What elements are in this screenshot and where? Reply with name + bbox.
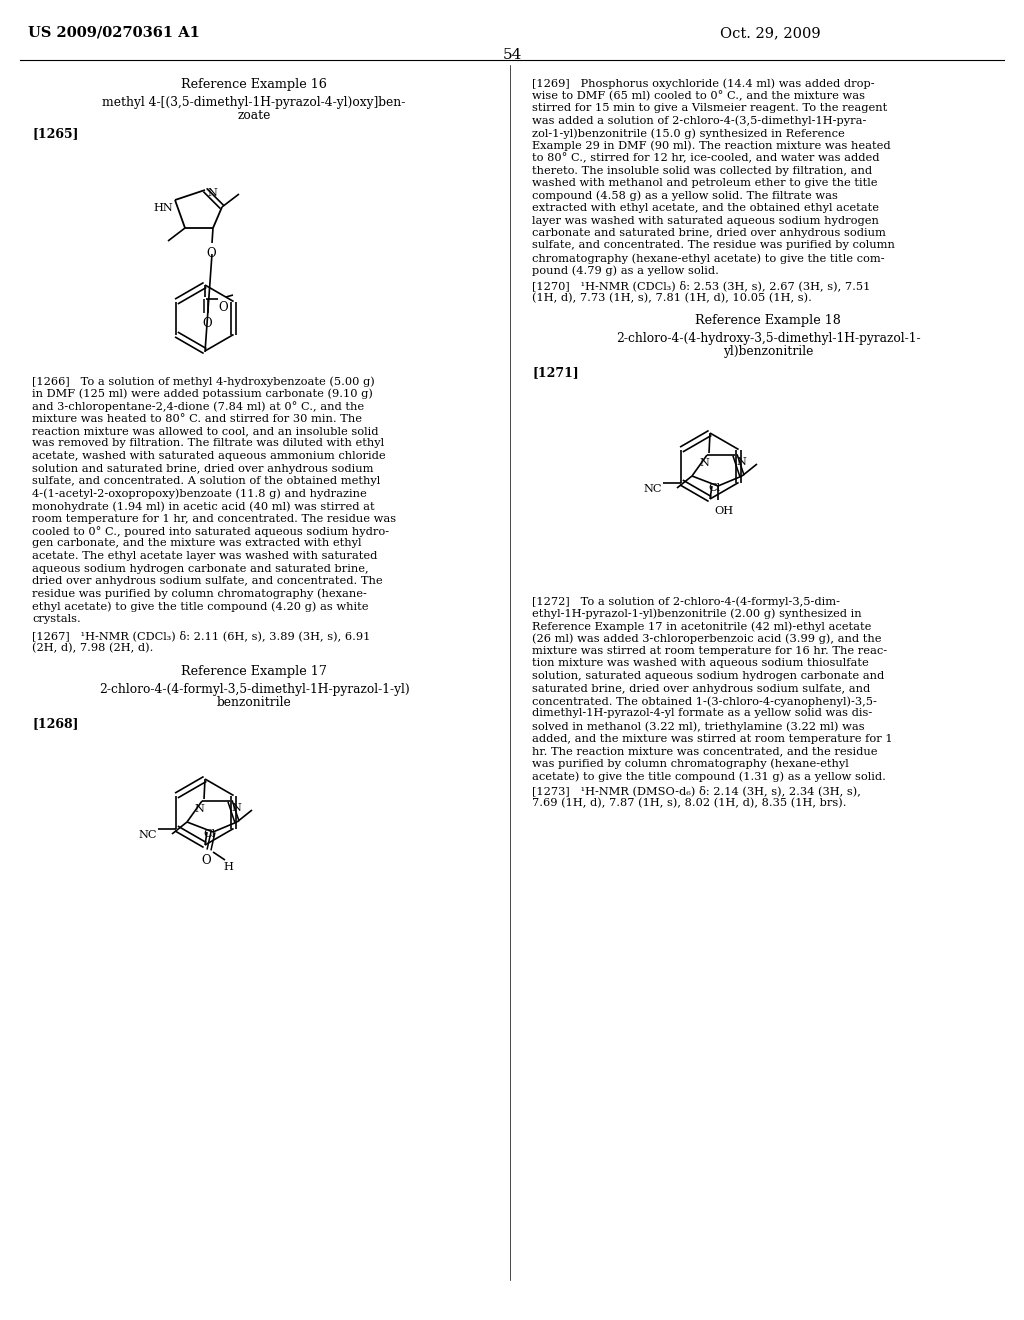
Text: (1H, d), 7.73 (1H, s), 7.81 (1H, d), 10.05 (1H, s).: (1H, d), 7.73 (1H, s), 7.81 (1H, d), 10.… (532, 293, 812, 302)
Text: was removed by filtration. The filtrate was diluted with ethyl: was removed by filtration. The filtrate … (32, 438, 384, 449)
Text: acetate. The ethyl acetate layer was washed with saturated: acetate. The ethyl acetate layer was was… (32, 550, 378, 561)
Text: compound (4.58 g) as a yellow solid. The filtrate was: compound (4.58 g) as a yellow solid. The… (532, 190, 838, 201)
Text: mixture was stirred at room temperature for 16 hr. The reac-: mixture was stirred at room temperature … (532, 645, 887, 656)
Text: [1273]   ¹H-NMR (DMSO-d₆) δ: 2.14 (3H, s), 2.34 (3H, s),: [1273] ¹H-NMR (DMSO-d₆) δ: 2.14 (3H, s),… (532, 785, 861, 796)
Text: ethyl-1H-pyrazol-1-yl)benzonitrile (2.00 g) synthesized in: ethyl-1H-pyrazol-1-yl)benzonitrile (2.00… (532, 609, 861, 619)
Text: reaction mixture was allowed to cool, and an insoluble solid: reaction mixture was allowed to cool, an… (32, 426, 379, 436)
Text: added, and the mixture was stirred at room temperature for 1: added, and the mixture was stirred at ro… (532, 734, 893, 743)
Text: N: N (699, 458, 709, 469)
Text: Oct. 29, 2009: Oct. 29, 2009 (720, 26, 820, 40)
Text: dried over anhydrous sodium sulfate, and concentrated. The: dried over anhydrous sodium sulfate, and… (32, 576, 383, 586)
Text: [1266]   To a solution of methyl 4-hydroxybenzoate (5.00 g): [1266] To a solution of methyl 4-hydroxy… (32, 376, 375, 387)
Text: crystals.: crystals. (32, 614, 81, 623)
Text: [1268]: [1268] (32, 717, 79, 730)
Text: in DMF (125 ml) were added potassium carbonate (9.10 g): in DMF (125 ml) were added potassium car… (32, 388, 373, 399)
Text: [1267]   ¹H-NMR (CDCl₃) δ: 2.11 (6H, s), 3.89 (3H, s), 6.91: [1267] ¹H-NMR (CDCl₃) δ: 2.11 (6H, s), 3… (32, 630, 371, 640)
Text: US 2009/0270361 A1: US 2009/0270361 A1 (28, 26, 200, 40)
Text: stirred for 15 min to give a Vilsmeier reagent. To the reagent: stirred for 15 min to give a Vilsmeier r… (532, 103, 887, 114)
Text: [1269]   Phosphorus oxychloride (14.4 ml) was added drop-: [1269] Phosphorus oxychloride (14.4 ml) … (532, 78, 874, 88)
Text: N: N (736, 457, 745, 467)
Text: washed with methanol and petroleum ether to give the title: washed with methanol and petroleum ether… (532, 178, 878, 187)
Text: wise to DMF (65 ml) cooled to 0° C., and the mixture was: wise to DMF (65 ml) cooled to 0° C., and… (532, 91, 865, 102)
Text: N: N (231, 803, 241, 813)
Text: [1270]   ¹H-NMR (CDCl₃) δ: 2.53 (3H, s), 2.67 (3H, s), 7.51: [1270] ¹H-NMR (CDCl₃) δ: 2.53 (3H, s), 2… (532, 280, 870, 290)
Text: O: O (206, 247, 216, 260)
Text: [1265]: [1265] (32, 127, 79, 140)
Text: aqueous sodium hydrogen carbonate and saturated brine,: aqueous sodium hydrogen carbonate and sa… (32, 564, 369, 573)
Text: (2H, d), 7.98 (2H, d).: (2H, d), 7.98 (2H, d). (32, 643, 154, 653)
Text: benzonitrile: benzonitrile (217, 696, 292, 709)
Text: Reference Example 17: Reference Example 17 (181, 665, 327, 678)
Text: concentrated. The obtained 1-(3-chloro-4-cyanophenyl)-3,5-: concentrated. The obtained 1-(3-chloro-4… (532, 696, 877, 706)
Text: sulfate, and concentrated. A solution of the obtained methyl: sulfate, and concentrated. A solution of… (32, 477, 380, 486)
Text: zol-1-yl)benzonitrile (15.0 g) synthesized in Reference: zol-1-yl)benzonitrile (15.0 g) synthesiz… (532, 128, 845, 139)
Text: 7.69 (1H, d), 7.87 (1H, s), 8.02 (1H, d), 8.35 (1H, brs).: 7.69 (1H, d), 7.87 (1H, s), 8.02 (1H, d)… (532, 799, 847, 808)
Text: 54: 54 (503, 48, 521, 62)
Text: 2-chloro-4-(4-hydroxy-3,5-dimethyl-1H-pyrazol-1-: 2-chloro-4-(4-hydroxy-3,5-dimethyl-1H-py… (615, 333, 921, 345)
Text: Reference Example 17 in acetonitrile (42 ml)-ethyl acetate: Reference Example 17 in acetonitrile (42… (532, 620, 871, 631)
Text: methyl 4-[(3,5-dimethyl-1H-pyrazol-4-yl)oxy]ben-: methyl 4-[(3,5-dimethyl-1H-pyrazol-4-yl)… (102, 96, 406, 110)
Text: hr. The reaction mixture was concentrated, and the residue: hr. The reaction mixture was concentrate… (532, 746, 878, 756)
Text: [1271]: [1271] (532, 366, 579, 379)
Text: [1272]   To a solution of 2-chloro-4-(4-formyl-3,5-dim-: [1272] To a solution of 2-chloro-4-(4-fo… (532, 597, 840, 607)
Text: O: O (201, 854, 211, 867)
Text: zoate: zoate (238, 110, 270, 121)
Text: was added a solution of 2-chloro-4-(3,5-dimethyl-1H-pyra-: was added a solution of 2-chloro-4-(3,5-… (532, 116, 866, 127)
Text: 2-chloro-4-(4-formyl-3,5-dimethyl-1H-pyrazol-1-yl): 2-chloro-4-(4-formyl-3,5-dimethyl-1H-pyr… (98, 682, 410, 696)
Text: gen carbonate, and the mixture was extracted with ethyl: gen carbonate, and the mixture was extra… (32, 539, 361, 549)
Text: N: N (194, 804, 204, 814)
Text: layer was washed with saturated aqueous sodium hydrogen: layer was washed with saturated aqueous … (532, 215, 879, 226)
Text: monohydrate (1.94 ml) in acetic acid (40 ml) was stirred at: monohydrate (1.94 ml) in acetic acid (40… (32, 502, 375, 512)
Text: NC: NC (138, 830, 157, 841)
Text: residue was purified by column chromatography (hexane-: residue was purified by column chromatog… (32, 589, 367, 599)
Text: HN: HN (153, 203, 173, 213)
Text: Example 29 in DMF (90 ml). The reaction mixture was heated: Example 29 in DMF (90 ml). The reaction … (532, 140, 891, 150)
Text: was purified by column chromatography (hexane-ethyl: was purified by column chromatography (h… (532, 759, 849, 770)
Text: (26 ml) was added 3-chloroperbenzoic acid (3.99 g), and the: (26 ml) was added 3-chloroperbenzoic aci… (532, 634, 882, 644)
Text: solved in methanol (3.22 ml), triethylamine (3.22 ml) was: solved in methanol (3.22 ml), triethylam… (532, 721, 864, 731)
Text: yl)benzonitrile: yl)benzonitrile (723, 345, 813, 358)
Text: tion mixture was washed with aqueous sodium thiosulfate: tion mixture was washed with aqueous sod… (532, 659, 868, 668)
Text: O: O (202, 317, 212, 330)
Text: to 80° C., stirred for 12 hr, ice-cooled, and water was added: to 80° C., stirred for 12 hr, ice-cooled… (532, 153, 880, 164)
Text: saturated brine, dried over anhydrous sodium sulfate, and: saturated brine, dried over anhydrous so… (532, 684, 870, 693)
Text: Cl: Cl (203, 829, 215, 840)
Text: dimethyl-1H-pyrazol-4-yl formate as a yellow solid was dis-: dimethyl-1H-pyrazol-4-yl formate as a ye… (532, 709, 872, 718)
Text: NC: NC (643, 484, 662, 495)
Text: ethyl acetate) to give the title compound (4.20 g) as white: ethyl acetate) to give the title compoun… (32, 601, 369, 611)
Text: OH: OH (714, 506, 733, 516)
Text: acetate) to give the title compound (1.31 g) as a yellow solid.: acetate) to give the title compound (1.3… (532, 771, 886, 781)
Text: thereto. The insoluble solid was collected by filtration, and: thereto. The insoluble solid was collect… (532, 165, 872, 176)
Text: acetate, washed with saturated aqueous ammonium chloride: acetate, washed with saturated aqueous a… (32, 451, 386, 461)
Text: extracted with ethyl acetate, and the obtained ethyl acetate: extracted with ethyl acetate, and the ob… (532, 203, 879, 213)
Text: N: N (207, 187, 217, 198)
Text: Reference Example 16: Reference Example 16 (181, 78, 327, 91)
Text: pound (4.79 g) as a yellow solid.: pound (4.79 g) as a yellow solid. (532, 265, 719, 276)
Text: Cl: Cl (708, 483, 720, 492)
Text: sulfate, and concentrated. The residue was purified by column: sulfate, and concentrated. The residue w… (532, 240, 895, 251)
Text: solution, saturated aqueous sodium hydrogen carbonate and: solution, saturated aqueous sodium hydro… (532, 671, 885, 681)
Text: mixture was heated to 80° C. and stirred for 30 min. The: mixture was heated to 80° C. and stirred… (32, 413, 362, 424)
Text: H: H (223, 862, 232, 873)
Text: O: O (218, 301, 227, 314)
Text: carbonate and saturated brine, dried over anhydrous sodium: carbonate and saturated brine, dried ove… (532, 228, 886, 238)
Text: and 3-chloropentane-2,4-dione (7.84 ml) at 0° C., and the: and 3-chloropentane-2,4-dione (7.84 ml) … (32, 401, 365, 412)
Text: chromatography (hexane-ethyl acetate) to give the title com-: chromatography (hexane-ethyl acetate) to… (532, 253, 885, 264)
Text: solution and saturated brine, dried over anhydrous sodium: solution and saturated brine, dried over… (32, 463, 374, 474)
Text: cooled to 0° C., poured into saturated aqueous sodium hydro-: cooled to 0° C., poured into saturated a… (32, 525, 389, 537)
Text: 4-(1-acetyl-2-oxopropoxy)benzoate (11.8 g) and hydrazine: 4-(1-acetyl-2-oxopropoxy)benzoate (11.8 … (32, 488, 367, 499)
Text: room temperature for 1 hr, and concentrated. The residue was: room temperature for 1 hr, and concentra… (32, 513, 396, 524)
Text: Reference Example 18: Reference Example 18 (695, 314, 841, 327)
